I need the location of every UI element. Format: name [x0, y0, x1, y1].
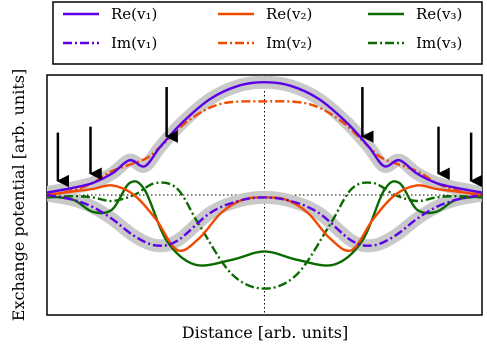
legend-entry: Re(v₂)	[218, 5, 312, 23]
plot-area	[47, 75, 482, 315]
legend-entry: Re(v₁)	[63, 5, 157, 23]
legend-label: Im(v₃)	[416, 34, 462, 52]
series-line-im1	[47, 193, 482, 247]
series-line-im2	[47, 100, 482, 198]
legend-label: Re(v₃)	[416, 5, 462, 23]
legend-entry: Im(v₁)	[63, 34, 157, 52]
legend-entry: Im(v₂)	[218, 34, 312, 52]
legend-label: Im(v₂)	[266, 34, 312, 52]
legend-entry: Re(v₃)	[368, 5, 462, 23]
y-axis-label: Exchange potential [arb. units]	[9, 69, 28, 321]
legend-frame	[52, 1, 483, 65]
legend-entry: Im(v₃)	[368, 34, 462, 52]
legend: Re(v₁) Re(v₂) Re(v₃) Im(v₁) Im(v₂) Im(v₃)	[52, 1, 483, 65]
legend-label: Re(v₁)	[111, 5, 157, 23]
legend-label: Re(v₂)	[266, 5, 312, 23]
legend-label: Im(v₁)	[111, 34, 157, 52]
series-line-re3	[47, 180, 482, 267]
series-line-im3	[47, 181, 482, 290]
x-axis-label: Distance [arb. units]	[182, 323, 348, 342]
series-line-re1	[47, 81, 482, 194]
